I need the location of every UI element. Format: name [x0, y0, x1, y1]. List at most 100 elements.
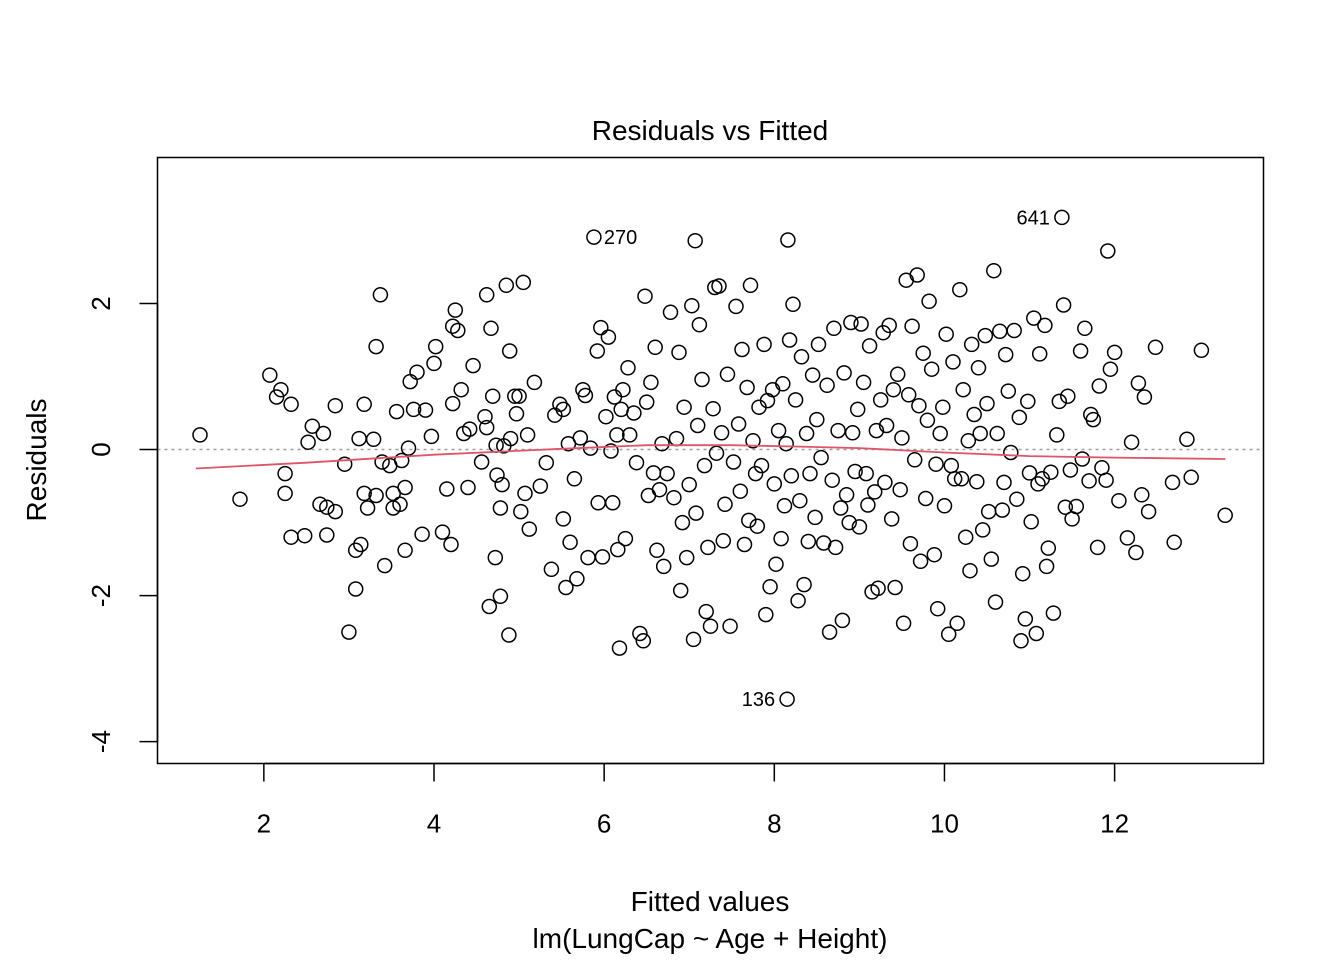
data-point [892, 481, 908, 498]
data-point [501, 627, 517, 643]
data-point [926, 546, 943, 563]
x-axis: 2 4 6 8 10 12 [257, 762, 1129, 839]
data-point [319, 527, 335, 543]
data-point [356, 485, 372, 502]
data-point [932, 425, 948, 442]
data-point [1077, 320, 1093, 337]
data-point [775, 376, 791, 392]
data-point [347, 581, 364, 597]
data-point [1119, 530, 1136, 546]
data-point [649, 542, 665, 559]
data-point [725, 454, 742, 470]
x-axis-label: Fitted values [631, 886, 790, 917]
data-point [359, 500, 376, 516]
data-point [1123, 434, 1140, 450]
data-point [400, 440, 417, 456]
data-point [600, 329, 617, 345]
data-point [955, 381, 971, 398]
data-point [319, 499, 335, 515]
data-point [477, 408, 493, 425]
data-point [426, 355, 442, 372]
data-point [728, 298, 744, 315]
data-point [368, 487, 384, 504]
data-point [855, 374, 872, 391]
data-point [1140, 503, 1157, 520]
data-point [1060, 388, 1076, 404]
data-point [745, 433, 761, 449]
data-point [1030, 476, 1046, 492]
data-point [356, 396, 372, 413]
data-point [860, 497, 876, 513]
data-point [979, 395, 995, 412]
data-point [1020, 393, 1036, 410]
data-point [647, 339, 663, 356]
data-point [742, 277, 759, 294]
data-point [935, 399, 951, 415]
data-point [838, 487, 855, 503]
data-point [562, 534, 578, 551]
data-point [1009, 491, 1025, 507]
data-point [843, 314, 859, 331]
point-labels-group: 641 270 136 [604, 207, 1050, 711]
data-point [277, 465, 293, 482]
data-point [917, 490, 934, 507]
data-point [552, 396, 568, 413]
data-point [402, 373, 418, 390]
data-point [192, 427, 208, 443]
data-point [1026, 310, 1042, 326]
x-axis-subtitle: lm(LungCap ~ Age + Height) [533, 923, 888, 954]
data-point [776, 498, 793, 514]
data-point [626, 405, 642, 421]
data-point [498, 277, 515, 294]
data-point [637, 288, 653, 304]
data-point [1013, 633, 1029, 649]
data-point [1134, 487, 1150, 503]
data-point [1011, 409, 1028, 426]
data-point [915, 345, 931, 361]
data-point [447, 302, 464, 318]
data-point [946, 471, 963, 487]
data-point [674, 514, 691, 531]
data-point [1111, 492, 1127, 509]
data-point [1217, 507, 1233, 524]
data-point [741, 512, 757, 529]
data-point [327, 503, 344, 520]
data-point [610, 541, 626, 558]
data-point [868, 422, 885, 439]
data-point [1038, 558, 1055, 575]
data-point [1037, 317, 1053, 334]
data-point [689, 417, 706, 434]
data-point [929, 600, 946, 617]
data-point [450, 322, 466, 339]
data-point [460, 479, 476, 496]
data-point [681, 476, 697, 493]
data-point [372, 287, 389, 303]
data-point [526, 374, 543, 391]
data-point [388, 403, 405, 420]
data-point [434, 524, 451, 540]
data-point [444, 318, 461, 334]
data-point [898, 272, 914, 288]
data-point [977, 327, 994, 344]
data-point [1006, 322, 1022, 339]
data-point [992, 323, 1008, 340]
data-point [478, 287, 495, 303]
data-point [507, 388, 523, 404]
data-point [889, 366, 906, 383]
data-point [304, 418, 321, 434]
data-point [1072, 343, 1089, 359]
data-point [515, 274, 532, 291]
data-point [974, 522, 991, 538]
smoother-line [195, 444, 1226, 470]
data-point [705, 400, 721, 417]
data-point [698, 603, 714, 620]
y-tick-label: 2 [86, 296, 116, 310]
data-point [749, 518, 766, 534]
data-point [802, 465, 818, 482]
data-point [894, 430, 910, 446]
data-point [478, 419, 495, 436]
data-point [628, 454, 645, 471]
data-point [904, 318, 920, 334]
data-point [702, 618, 719, 634]
data-point [762, 579, 778, 595]
